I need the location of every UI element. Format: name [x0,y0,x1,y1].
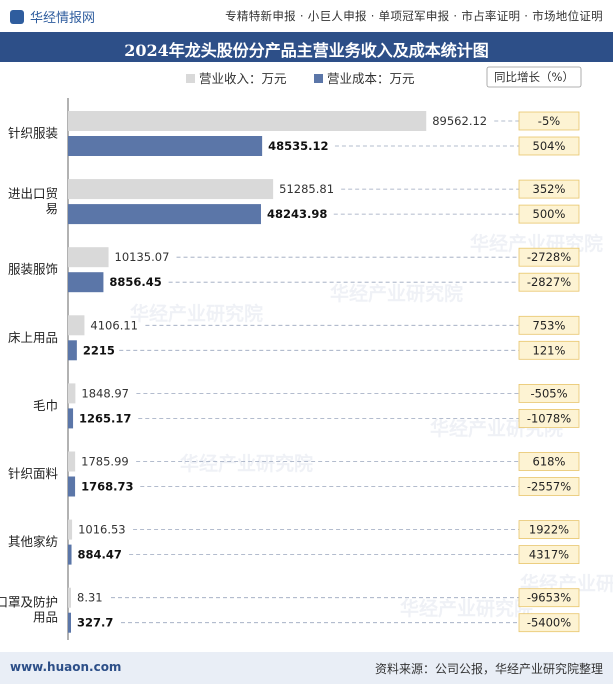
brand-logo-icon [10,10,24,24]
yoy-box-cost-4 [518,408,580,428]
yoy-box-revenue-4 [518,383,580,403]
bar-cost-4 [68,408,74,429]
category-label-1-1: 易 [45,201,58,216]
chart-title: 2024年龙头股份分产品主营业务收入及成本统计图 [124,41,489,60]
yoy-cost-3: 121% [533,343,566,357]
bar-revenue-7 [68,587,71,608]
yoy-revenue-1: 352% [533,182,566,196]
legend-label-revenue: 营业收入：万元 [199,71,287,86]
category-label-2: 服装服饰 [8,262,58,277]
value-label-cost-3: 2215 [83,343,115,357]
category-label-0: 针织服装 [8,126,58,141]
yoy-cost-2: -2827% [527,275,571,289]
yoy-box-revenue-1 [518,179,580,199]
top-bar: 华经情报网 专精特新申报 · 小巨人申报 · 单项冠军申报 · 市占率证明 · … [0,0,613,32]
yoy-cost-7: -5400% [527,616,571,630]
value-label-cost-0: 48535.12 [268,139,328,153]
value-label-cost-1: 48243.98 [267,207,327,221]
bar-revenue-1 [68,179,274,200]
yoy-cost-4: -1078% [527,411,571,425]
bar-revenue-4 [68,383,76,404]
yoy-box-revenue-7 [518,588,580,608]
yoy-revenue-4: -505% [530,386,567,400]
value-label-revenue-6: 1016.53 [78,523,126,537]
yoy-box-cost-1 [518,204,580,224]
watermark-4: 华经产业研究院 [180,452,313,475]
yoy-revenue-6: 1922% [529,523,569,537]
bar-revenue-3 [68,315,85,336]
yoy-cost-0: 504% [533,139,566,153]
value-label-revenue-1: 51285.81 [279,182,334,196]
yoy-box-revenue-2 [518,247,580,267]
yoy-box-revenue-3 [518,315,580,335]
yoy-revenue-3: 753% [533,318,566,332]
value-label-cost-4: 1265.17 [79,411,131,425]
category-label-4: 毛巾 [33,398,58,413]
footer-bar [0,652,613,684]
value-label-revenue-3: 4106.11 [90,318,138,332]
bar-cost-7 [68,612,71,633]
value-label-revenue-0: 89562.12 [432,114,487,128]
yoy-cost-6: 4317% [529,548,569,562]
footer-source: 资料来源：公司公报，华经产业研究院整理 [374,662,603,676]
yoy-box-cost-5 [518,477,580,496]
value-label-revenue-5: 1785.99 [81,455,129,469]
category-label-7: 口罩及防护 [0,595,58,610]
category-label-3: 床上用品 [8,330,58,345]
yoy-box-cost-0 [518,136,580,156]
value-label-revenue-4: 1848.97 [81,386,129,400]
yoy-cost-1: 500% [533,207,566,221]
bar-revenue-5 [68,451,76,472]
yoy-box-cost-2 [518,272,580,292]
yoy-header-box [486,66,582,88]
bar-cost-2 [68,272,104,293]
yoy-revenue-0: -5% [538,114,560,128]
title-bar [0,32,613,62]
yoy-revenue-7: -9653% [527,591,571,605]
service-nav[interactable]: 专精特新申报 · 小巨人申报 · 单项冠军申报 · 市占率证明 · 市场地位证明 [225,9,603,23]
brand-name: 华经情报网 [30,11,96,26]
category-label-7-1: 用品 [33,610,58,625]
bar-revenue-0 [68,111,427,131]
yoy-box-revenue-5 [518,452,580,471]
yoy-box-cost-7 [518,613,580,633]
watermark-5: 华经产业研究院 [400,597,533,620]
yoy-box-cost-6 [518,545,580,564]
bar-revenue-6 [68,519,73,540]
yoy-revenue-5: 618% [533,455,566,469]
category-label-6: 其他家纺 [8,534,58,549]
bar-cost-0 [68,136,263,156]
bar-cost-1 [68,204,261,225]
yoy-revenue-2: -2728% [527,250,571,264]
category-label-1: 进出口贸 [8,186,58,201]
yoy-box-cost-3 [518,340,580,360]
yoy-cost-5: -2557% [527,480,571,494]
bar-revenue-2 [68,247,109,268]
value-label-cost-7: 327.7 [77,616,113,630]
watermark-1: 华经产业研究院 [330,282,463,305]
bar-cost-3 [68,340,77,361]
yoy-box-revenue-6 [518,520,580,539]
bar-cost-6 [68,544,72,565]
value-label-cost-6: 884.47 [78,548,122,562]
footer-website[interactable]: www.huaon.com [10,660,122,674]
legend-swatch-revenue [186,74,195,83]
value-label-revenue-2: 10135.07 [115,250,170,264]
value-label-revenue-7: 8.31 [77,591,103,605]
watermark-0: 华经产业研究院 [130,302,263,325]
value-label-cost-2: 8856.45 [109,275,161,289]
yoy-box-revenue-0 [518,111,580,131]
category-label-5: 针织面料 [8,466,59,481]
bar-cost-5 [68,476,76,497]
legend-swatch-cost [314,74,323,83]
value-label-cost-5: 1768.73 [81,480,133,494]
legend-label-cost: 营业成本：万元 [327,71,415,86]
brand[interactable]: 华经情报网 [10,7,95,26]
yoy-header: 同比增长（%） [494,70,574,84]
